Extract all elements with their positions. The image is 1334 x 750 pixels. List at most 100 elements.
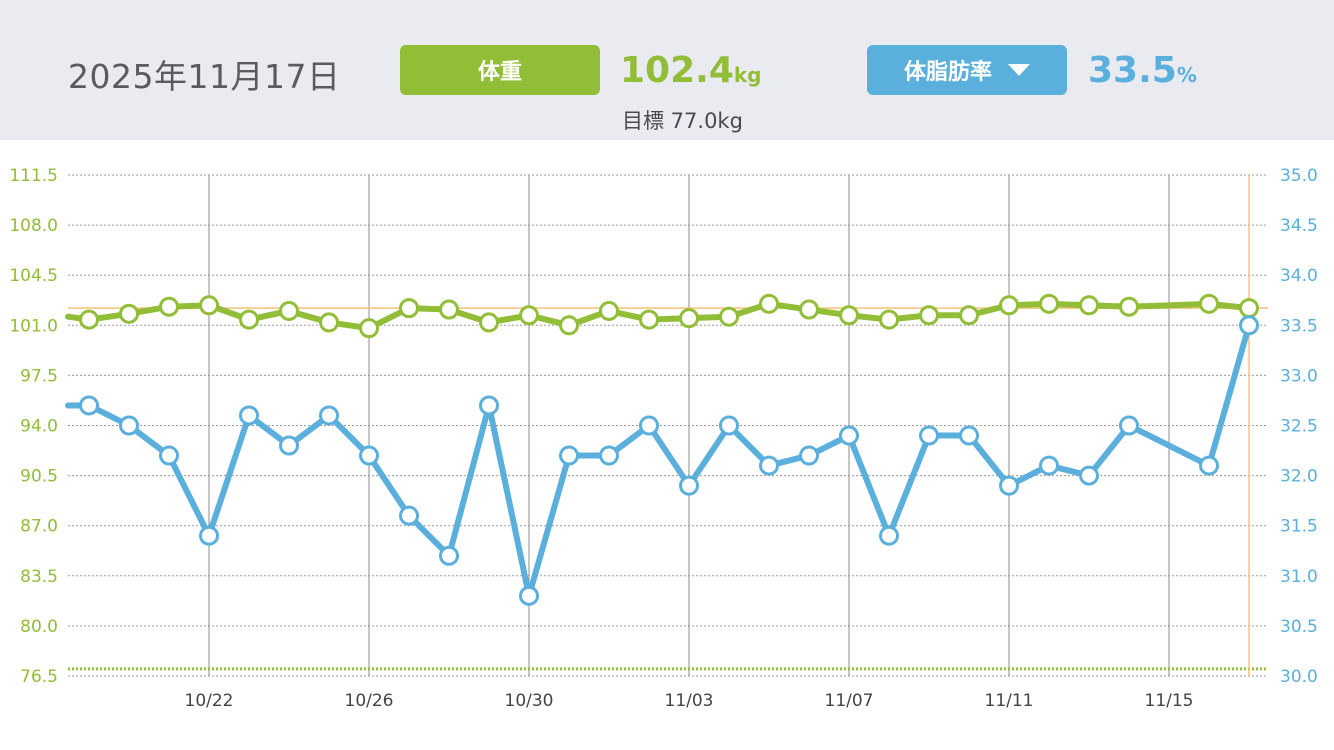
left-axis-tick-label: 108.0	[9, 216, 58, 236]
data-point-body-fat	[479, 395, 499, 416]
data-point-weight	[839, 305, 859, 326]
data-point-body-fat	[879, 525, 899, 546]
right-axis-tick-label: 30.5	[1280, 617, 1318, 637]
right-axis-tick-label: 34.0	[1280, 266, 1318, 286]
data-point-weight	[999, 295, 1019, 316]
data-point-body-fat	[159, 445, 179, 466]
weight-unit: kg	[733, 63, 762, 87]
summary-header: 2025年11月17日 体重 102.4kg 目標 77.0kg 体脂肪率 33…	[0, 0, 1334, 140]
right-axis-tick-label: 30.0	[1280, 667, 1318, 687]
data-point-weight	[759, 293, 779, 314]
data-point-weight	[359, 318, 379, 339]
data-point-weight	[199, 295, 219, 316]
data-point-weight	[319, 312, 339, 333]
left-axis-tick-label: 97.5	[20, 366, 58, 386]
right-axis-tick-label: 33.0	[1280, 366, 1318, 386]
body-fat-value: 33.5	[1088, 50, 1177, 91]
data-point-weight	[559, 315, 579, 336]
data-point-body-fat	[1039, 455, 1059, 476]
data-point-body-fat	[119, 415, 139, 436]
right-axis-tick-label: 35.0	[1280, 166, 1318, 186]
weight-tab-label: 体重	[477, 60, 522, 85]
data-point-weight	[719, 306, 739, 327]
data-point-weight	[679, 308, 699, 329]
data-point-weight	[1039, 293, 1059, 314]
data-point-body-fat	[679, 475, 699, 496]
x-axis-tick-label: 10/22	[185, 691, 234, 711]
data-point-body-fat	[639, 415, 659, 436]
body-fat-dropdown-button[interactable]: 体脂肪率	[867, 45, 1067, 95]
body-fat-label: 体脂肪率	[903, 60, 992, 85]
data-point-weight	[1239, 298, 1259, 319]
dropdown-triangle-icon	[1008, 64, 1030, 76]
x-axis-tick-label: 11/11	[985, 691, 1034, 711]
right-axis-tick-label: 31.0	[1280, 567, 1318, 587]
right-axis-tick-label: 31.5	[1280, 517, 1318, 537]
data-point-weight	[119, 303, 139, 324]
current-body-fat: 33.5%	[1088, 50, 1197, 91]
data-point-weight	[639, 309, 659, 330]
data-point-weight	[1119, 296, 1139, 317]
data-point-weight	[919, 305, 939, 326]
right-axis-tick-label: 32.0	[1280, 467, 1318, 487]
data-point-weight	[959, 305, 979, 326]
current-weight: 102.4kg	[620, 50, 762, 91]
data-point-body-fat	[279, 435, 299, 456]
data-point-body-fat	[439, 545, 459, 566]
data-point-body-fat	[839, 425, 859, 446]
x-axis-tick-label: 11/15	[1145, 691, 1194, 711]
x-axis-tick-label: 10/30	[505, 691, 554, 711]
left-axis-tick-label: 104.5	[9, 266, 58, 286]
right-axis-tick-label: 32.5	[1280, 417, 1318, 437]
data-point-weight	[799, 299, 819, 320]
data-point-body-fat	[799, 445, 819, 466]
weight-tab-button[interactable]: 体重	[400, 45, 600, 95]
data-point-body-fat	[719, 415, 739, 436]
data-point-body-fat	[519, 585, 539, 606]
data-point-body-fat	[999, 475, 1019, 496]
data-point-weight	[1199, 293, 1219, 314]
data-point-body-fat	[319, 405, 339, 426]
left-axis-tick-label: 90.5	[20, 467, 58, 487]
series-line-body-fat	[65, 322, 1252, 599]
data-point-body-fat	[599, 445, 619, 466]
data-point-body-fat	[559, 445, 579, 466]
body-fat-unit: %	[1176, 63, 1197, 87]
data-point-body-fat	[79, 395, 99, 416]
data-point-weight	[879, 309, 899, 330]
data-point-weight	[599, 300, 619, 321]
data-point-body-fat	[199, 525, 219, 546]
data-point-weight	[239, 309, 259, 330]
right-axis-tick-label: 33.5	[1280, 316, 1318, 336]
left-axis-tick-label: 83.5	[20, 567, 58, 587]
data-point-weight	[1079, 295, 1099, 316]
left-axis-tick-label: 94.0	[20, 417, 58, 437]
weight-bodyfat-chart[interactable]: 111.5 35.0 108.0 34.5 104.5 34.0 101.0 33.5 97.5…	[0, 140, 1334, 750]
data-point-weight	[79, 309, 99, 330]
data-point-weight	[439, 299, 459, 320]
data-point-body-fat	[239, 405, 259, 426]
data-point-body-fat	[1239, 315, 1259, 336]
data-point-body-fat	[399, 505, 419, 526]
date-label[interactable]: 2025年11月17日	[68, 57, 341, 96]
left-axis-tick-label: 101.0	[9, 316, 58, 336]
data-point-body-fat	[359, 445, 379, 466]
data-point-body-fat	[919, 425, 939, 446]
data-point-body-fat	[759, 455, 779, 476]
data-point-body-fat	[1199, 455, 1219, 476]
data-point-body-fat	[1119, 415, 1139, 436]
data-point-weight	[159, 296, 179, 317]
x-axis-tick-label: 10/26	[345, 691, 394, 711]
data-point-weight	[279, 300, 299, 321]
data-point-weight	[399, 298, 419, 319]
data-point-weight	[479, 312, 499, 333]
left-axis-tick-label: 87.0	[20, 517, 58, 537]
data-point-body-fat	[959, 425, 979, 446]
x-axis-tick-label: 11/07	[825, 691, 874, 711]
x-axis-tick-label: 11/03	[665, 691, 714, 711]
goal-weight-label: 目標 77.0kg	[622, 109, 743, 133]
left-axis-tick-label: 111.5	[9, 166, 58, 186]
weight-value: 102.4	[620, 50, 734, 91]
left-axis-tick-label: 76.5	[20, 667, 58, 687]
right-axis-tick-label: 34.5	[1280, 216, 1318, 236]
